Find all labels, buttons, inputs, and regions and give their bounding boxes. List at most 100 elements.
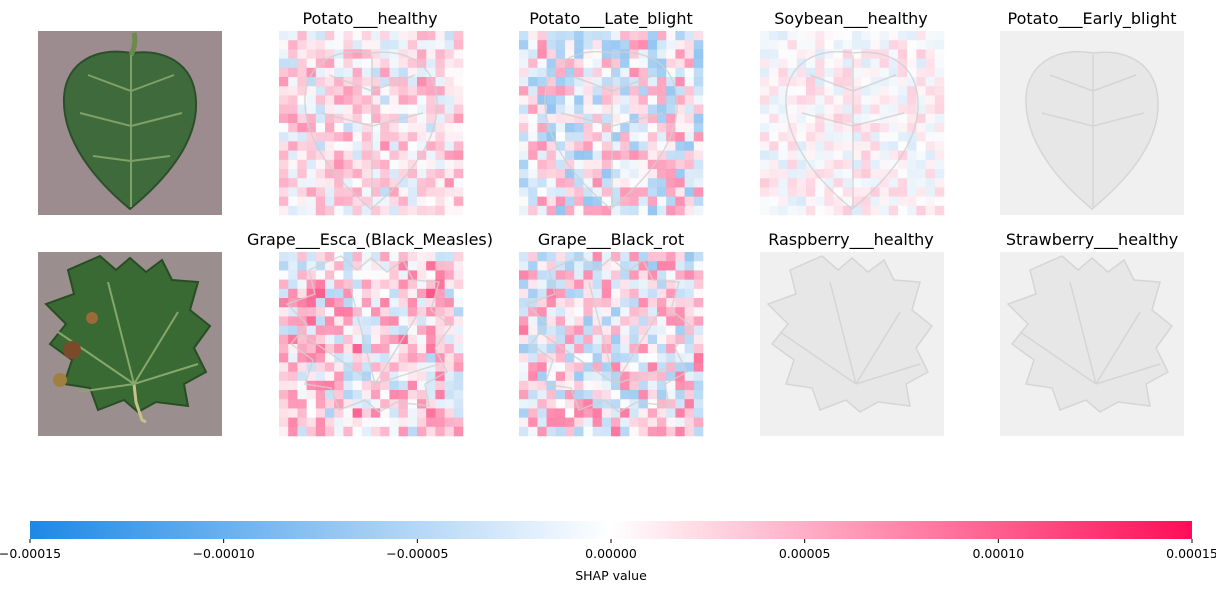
- heatmap-cell: [629, 77, 639, 87]
- heatmap-cell: [898, 187, 908, 197]
- heatmap-cell: [325, 417, 335, 428]
- heatmap-cell: [444, 77, 455, 87]
- heatmap-cell: [407, 178, 418, 188]
- heatmap-cell: [647, 49, 658, 59]
- heatmap-cell: [916, 49, 926, 59]
- heatmap-cell: [519, 150, 529, 161]
- heatmap-cell: [842, 104, 853, 115]
- heatmap-cell: [638, 288, 649, 299]
- heatmap-cell: [934, 159, 945, 170]
- heatmap-cell: [638, 298, 649, 308]
- heatmap-cell: [629, 159, 639, 170]
- heatmap-cell: [815, 150, 825, 161]
- heatmap-cell: [693, 417, 704, 428]
- heatmap-cell: [297, 104, 307, 115]
- heatmap-cell: [389, 187, 399, 197]
- heatmap-cell: [315, 159, 326, 170]
- heatmap-cell: [325, 31, 335, 41]
- heatmap-cell: [934, 67, 945, 78]
- heatmap-cell: [417, 380, 427, 391]
- heatmap-cell: [453, 399, 464, 409]
- heatmap-cell: [297, 132, 307, 142]
- heatmap-cell: [638, 178, 649, 188]
- heatmap-cell: [934, 58, 945, 69]
- heatmap-cell: [574, 169, 584, 179]
- heatmap-cell: [306, 67, 317, 78]
- heatmap-cell: [684, 40, 695, 50]
- heatmap-cell: [778, 187, 788, 197]
- heatmap-cell: [361, 380, 372, 391]
- heatmap-cell: [426, 178, 436, 188]
- heatmap-cell: [389, 58, 399, 69]
- heatmap-cell: [417, 49, 427, 59]
- heatmap-cell: [279, 123, 289, 133]
- heatmap-cell: [934, 178, 945, 188]
- heatmap-cell: [444, 132, 455, 142]
- heatmap-cell: [934, 187, 945, 197]
- heatmap-cell: [519, 399, 529, 409]
- heatmap-cell: [666, 353, 676, 363]
- heatmap-cell: [592, 150, 603, 161]
- heatmap-cell: [583, 307, 593, 317]
- heatmap-cell: [444, 86, 455, 96]
- heatmap-cell: [417, 316, 427, 326]
- heatmap-cell: [306, 307, 317, 317]
- heatmap-cell: [343, 371, 353, 382]
- heatmap-cell: [334, 178, 344, 188]
- heatmap-cell: [371, 49, 381, 59]
- heatmap-cell: [444, 150, 455, 161]
- leaf-outline-overlay: [1006, 255, 1174, 413]
- heatmap-cell: [693, 362, 704, 372]
- heatmap-cell: [371, 86, 381, 96]
- heatmap-cell: [297, 371, 307, 382]
- heatmap-cell: [574, 371, 584, 382]
- heatmap-cell: [620, 159, 630, 170]
- heatmap-cell: [325, 288, 335, 299]
- heatmap-cell: [343, 279, 353, 290]
- heatmap-cell: [565, 205, 575, 216]
- heatmap-cell: [306, 77, 317, 87]
- heatmap-cell: [565, 307, 575, 317]
- heatmap-cell: [555, 334, 566, 345]
- heatmap-cell: [888, 169, 899, 179]
- heatmap-cell: [620, 307, 630, 317]
- heatmap-cell: [592, 86, 603, 96]
- heatmap-cell: [684, 380, 695, 391]
- heatmap-cell: [537, 288, 547, 299]
- heatmap-cell: [592, 426, 603, 437]
- heatmap-cell: [620, 31, 630, 41]
- heatmap-cell: [898, 150, 908, 161]
- heatmap-cell: [334, 132, 344, 142]
- heatmap-cell: [371, 150, 381, 161]
- heatmap-cell: [279, 95, 289, 105]
- heatmap-cell: [657, 169, 667, 179]
- heatmap-cell: [629, 132, 639, 142]
- heatmap-cell: [565, 40, 575, 50]
- heatmap-cell: [306, 123, 317, 133]
- heatmap-cell: [371, 31, 381, 41]
- heatmap-cell: [361, 390, 372, 400]
- heatmap-cell: [519, 86, 529, 96]
- heatmap-cell: [352, 132, 363, 142]
- heatmap-cell: [657, 58, 667, 69]
- heatmap-cell: [787, 150, 798, 161]
- heatmap-cell: [444, 371, 455, 382]
- heatmap-cell: [426, 417, 436, 428]
- heatmap-cell: [407, 417, 418, 428]
- heatmap-cell: [565, 399, 575, 409]
- heatmap-cell: [279, 77, 289, 87]
- heatmap-cell: [453, 67, 464, 78]
- heatmap-cell: [288, 380, 298, 391]
- heatmap-cell: [647, 95, 658, 105]
- heatmap-cell: [519, 307, 529, 317]
- heatmap-cell: [334, 40, 344, 50]
- heatmap-cell: [638, 334, 649, 345]
- heatmap-cell: [693, 344, 704, 354]
- heatmap-cell: [435, 123, 445, 133]
- heatmap-cell: [861, 132, 871, 142]
- heatmap-cell: [852, 67, 862, 78]
- heatmap-cell: [279, 187, 289, 197]
- heatmap-cell: [435, 279, 445, 290]
- heatmap-cell: [453, 187, 464, 197]
- heatmap-cell: [611, 353, 621, 363]
